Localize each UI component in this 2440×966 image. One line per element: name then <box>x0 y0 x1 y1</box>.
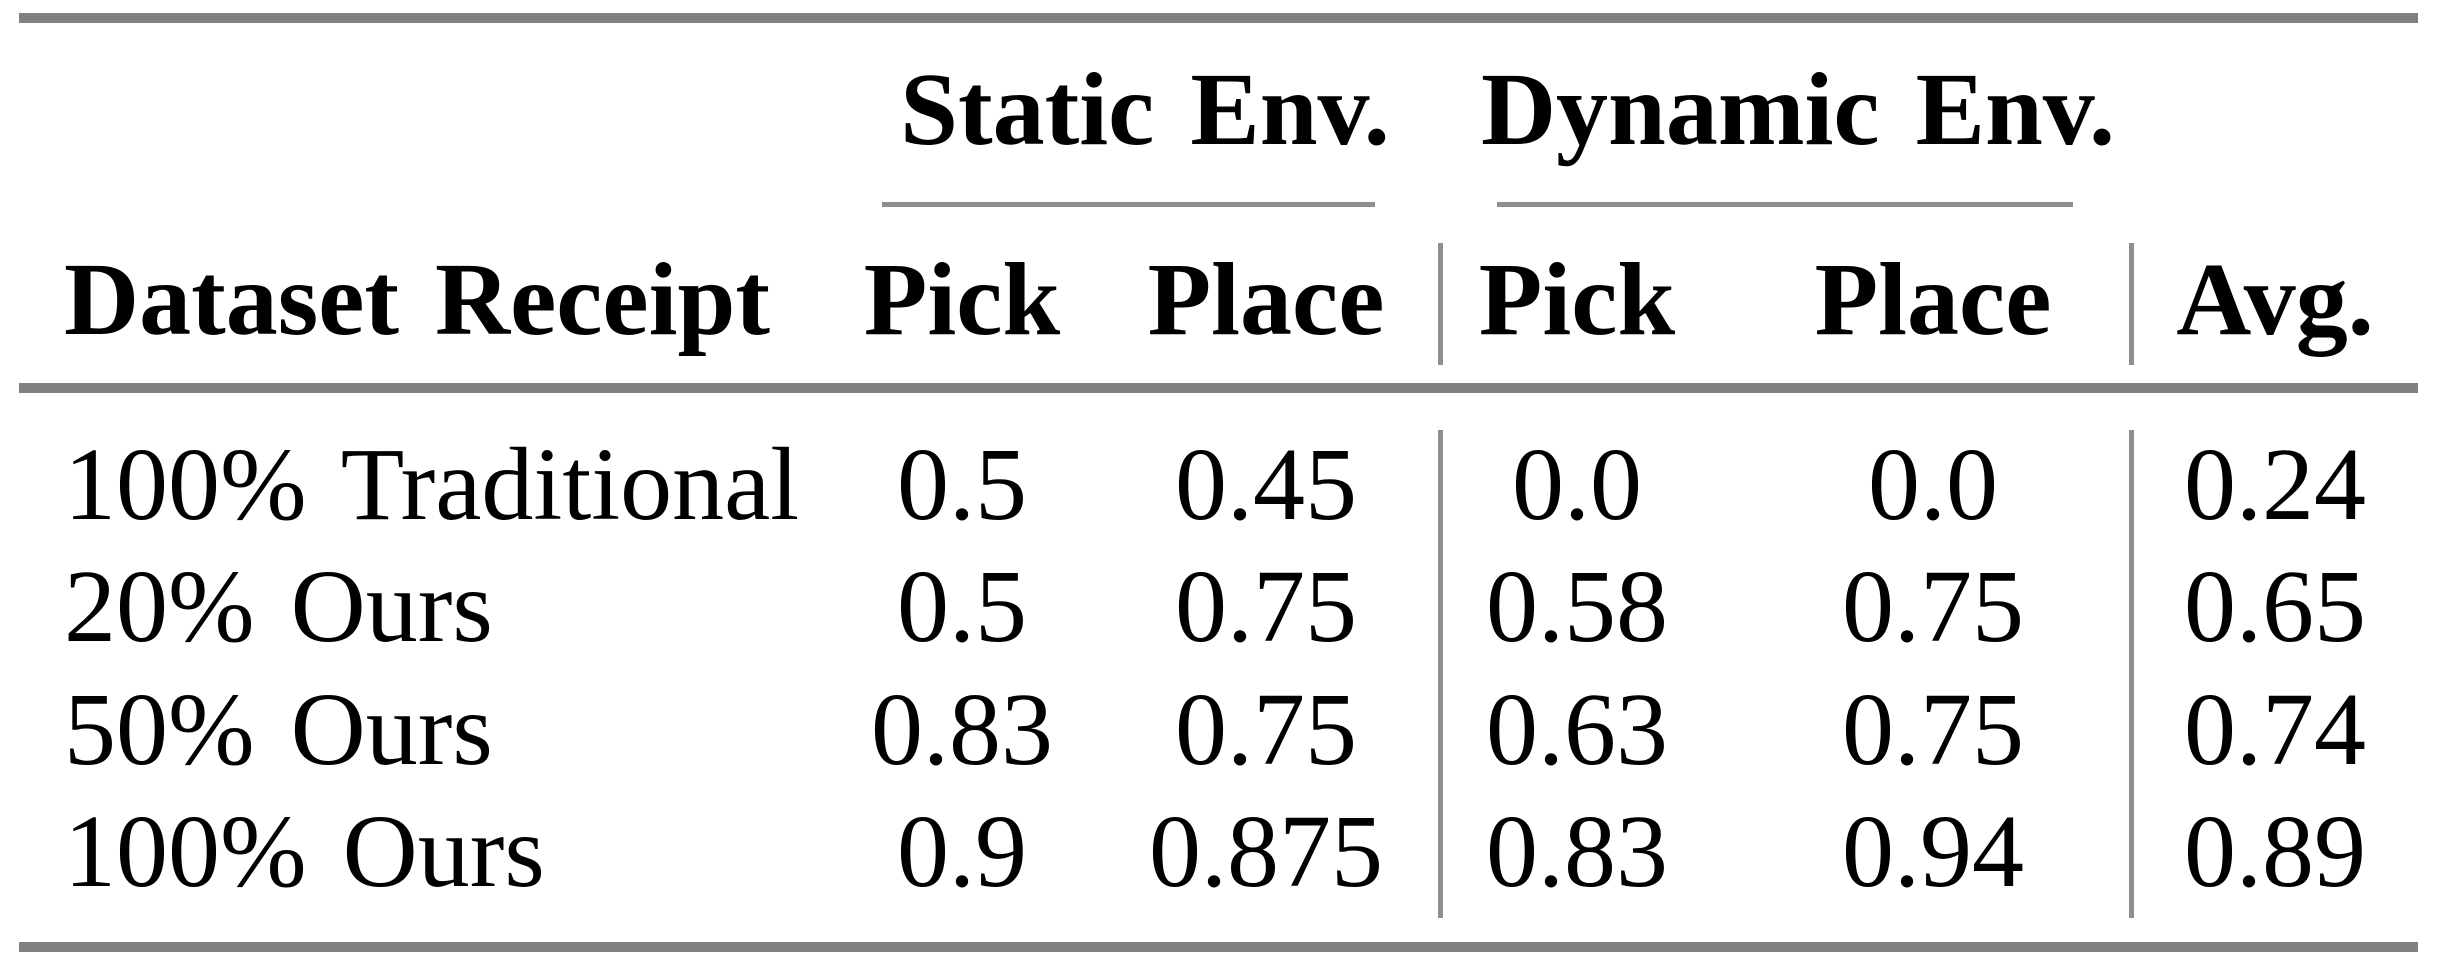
vertical-separator-avg-lower <box>2129 430 2134 918</box>
row-label: 50% Ours <box>64 672 493 787</box>
column-header-static-pick: Pick <box>863 242 1061 357</box>
cell-dynamic-pick: 0.58 <box>1486 549 1668 664</box>
column-header-avg: Avg. <box>2176 242 2374 357</box>
column-header-dynamic-pick: Pick <box>1478 242 1676 357</box>
cell-static-pick: 0.5 <box>897 427 1027 542</box>
row-label: 100% Traditional <box>64 427 800 542</box>
cell-avg: 0.65 <box>2184 549 2366 664</box>
cell-static-place: 0.45 <box>1175 427 1357 542</box>
static-env-cmidrule <box>882 202 1375 207</box>
cell-dynamic-pick: 0.83 <box>1486 794 1668 909</box>
mid-rule <box>19 383 2418 393</box>
group-header-static-env: Static Env. <box>900 52 1390 167</box>
cell-dynamic-pick: 0.0 <box>1512 427 1642 542</box>
cell-static-pick: 0.9 <box>897 794 1027 909</box>
vertical-separator-static-dynamic-lower <box>1438 430 1443 918</box>
cell-static-pick: 0.83 <box>871 672 1053 787</box>
vertical-separator-avg-upper <box>2129 243 2134 365</box>
cell-static-place: 0.75 <box>1175 549 1357 664</box>
cell-avg: 0.89 <box>2184 794 2366 909</box>
cell-static-place: 0.875 <box>1149 794 1383 909</box>
dynamic-env-cmidrule <box>1497 202 2073 207</box>
cell-dynamic-place: 0.75 <box>1842 549 2024 664</box>
group-header-dynamic-env: Dynamic Env. <box>1480 52 2116 167</box>
cell-static-place: 0.75 <box>1175 672 1357 787</box>
cell-static-pick: 0.5 <box>897 549 1027 664</box>
bottom-rule <box>19 942 2418 952</box>
row-label: 20% Ours <box>64 549 493 664</box>
cell-avg: 0.24 <box>2184 427 2366 542</box>
top-rule <box>19 13 2418 23</box>
column-header-static-place: Place <box>1147 242 1385 357</box>
cell-avg: 0.74 <box>2184 672 2366 787</box>
vertical-separator-static-dynamic-upper <box>1438 243 1443 365</box>
column-header-dataset-receipt: Dataset Receipt <box>64 242 770 357</box>
cell-dynamic-place: 0.0 <box>1868 427 1998 542</box>
cell-dynamic-place: 0.94 <box>1842 794 2024 909</box>
cell-dynamic-place: 0.75 <box>1842 672 2024 787</box>
column-header-dynamic-place: Place <box>1814 242 2052 357</box>
cell-dynamic-pick: 0.63 <box>1486 672 1668 787</box>
row-label: 100% Ours <box>64 794 545 909</box>
